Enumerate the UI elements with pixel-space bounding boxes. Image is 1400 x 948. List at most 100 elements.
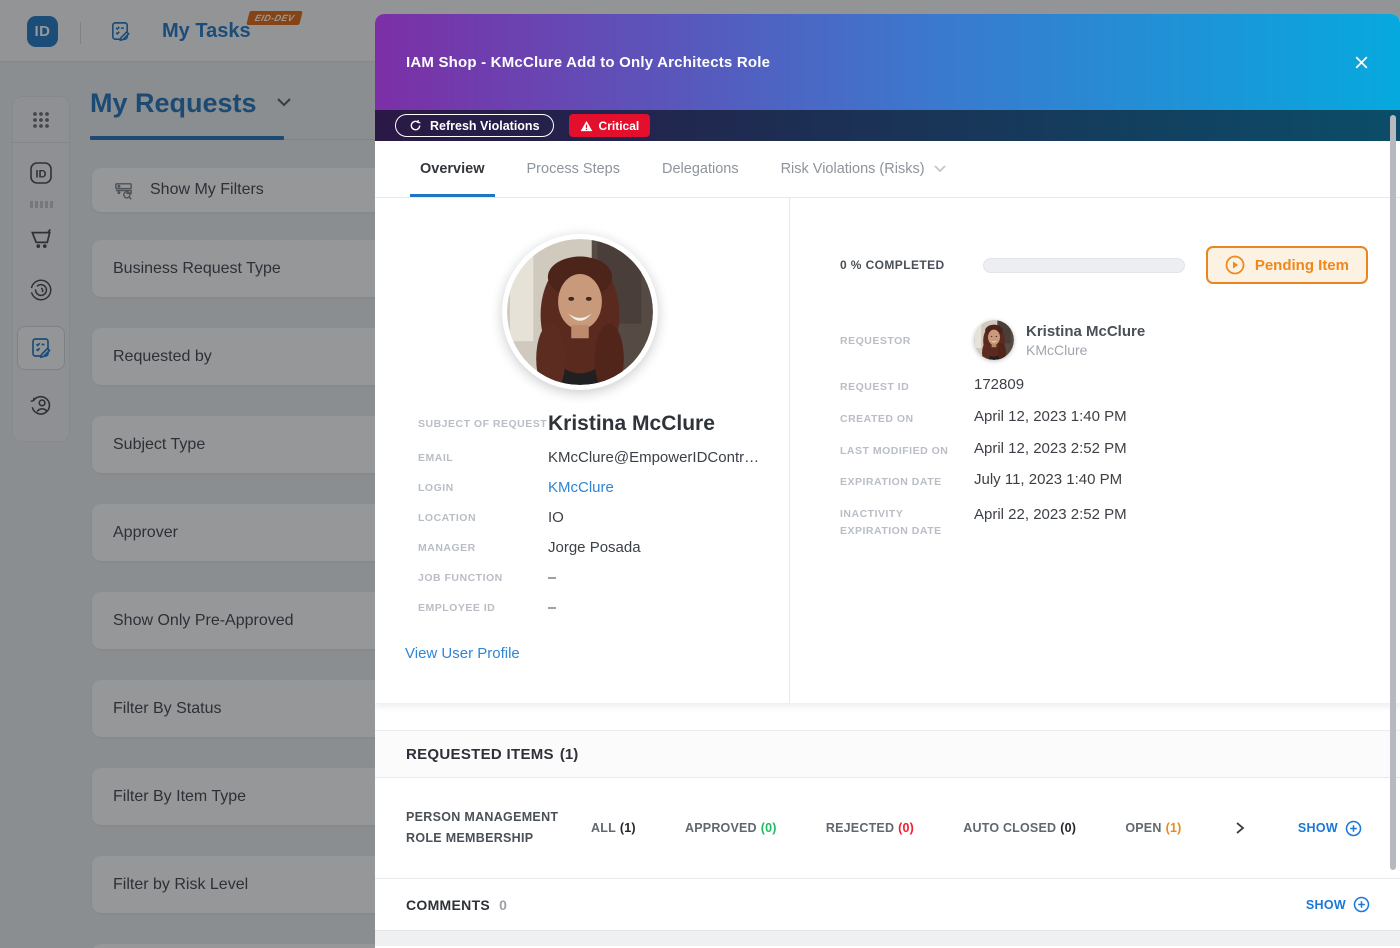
field-label: REQUESTOR	[840, 335, 911, 348]
requestor-avatar[interactable]	[974, 320, 1014, 360]
location-value: IO	[548, 509, 564, 526]
show-my-filters-label: Show My Filters	[150, 181, 264, 198]
field-label: JOB FUNCTION	[418, 571, 503, 584]
show-label: SHOW	[1305, 897, 1346, 912]
plus-circle-icon	[1345, 820, 1362, 837]
job-function-value: –	[548, 569, 557, 586]
comments-count: 0	[499, 896, 507, 913]
left-icon-rail: ID	[12, 96, 70, 442]
app-launcher-icon[interactable]	[13, 97, 69, 143]
stat-count: (0)	[760, 821, 777, 835]
stat-label: OPEN	[1125, 821, 1162, 835]
tab-delegations[interactable]: Delegations	[662, 161, 739, 177]
user-history-icon[interactable]	[17, 382, 65, 426]
filter-label: Business Request Type	[113, 259, 281, 277]
filter-label: Filter by Risk Level	[113, 875, 249, 893]
filter-label: Filter By Item Type	[113, 787, 247, 805]
tab-active-underline	[410, 194, 495, 197]
detail-row: INACTIVITY EXPIRATION DATE April 22, 202…	[840, 503, 1400, 540]
stat-approved[interactable]: APPROVED (0)	[685, 821, 777, 835]
page-title-chevron-icon[interactable]	[275, 95, 293, 113]
field-label: EMPLOYEE ID	[418, 601, 496, 614]
tab-overview[interactable]: Overview	[420, 161, 485, 177]
next-section-strip	[375, 930, 1400, 946]
subject-row: LOGIN KMcClure	[418, 479, 789, 496]
pending-item-button[interactable]: Pending Item	[1205, 246, 1368, 284]
show-items-button[interactable]: SHOW	[1298, 820, 1362, 837]
pending-item-label: Pending Item	[1254, 256, 1349, 274]
field-label: EMAIL	[418, 451, 454, 464]
subject-column: SUBJECT OF REQUEST Kristina McClure EMAI…	[375, 198, 790, 703]
stat-all[interactable]: ALL (1)	[591, 821, 636, 835]
stat-label: REJECTED	[825, 821, 895, 835]
my-tasks-icon[interactable]	[109, 20, 132, 48]
completed-label: 0 % COMPLETED	[840, 258, 945, 272]
overview-panel: SUBJECT OF REQUEST Kristina McClure EMAI…	[375, 198, 1400, 703]
filters-icon	[113, 180, 134, 201]
tab-risk-violations[interactable]: Risk Violations (Risks)	[781, 161, 947, 177]
requested-item-row: PERSON MANAGEMENT ROLE MEMBERSHIP ALL (1)…	[375, 778, 1400, 878]
field-label: CREATED ON	[840, 412, 914, 425]
modal-toolbar: Refresh Violations Critical	[375, 110, 1400, 141]
tab-process-steps[interactable]: Process Steps	[526, 161, 621, 177]
requestor-row: REQUESTOR Kristina McClure KMcClure	[840, 320, 1400, 360]
filter-label: Subject Type	[113, 435, 206, 453]
chevron-right-icon[interactable]	[1231, 821, 1249, 835]
show-label: SHOW	[1297, 821, 1338, 835]
stat-auto-closed[interactable]: AUTO CLOSED (0)	[963, 821, 1076, 835]
detail-row: REQUEST ID 172809	[840, 376, 1400, 396]
id-badge-icon[interactable]: ID	[17, 151, 65, 195]
modal-tabs: Overview Process Steps Delegations Risk …	[375, 141, 1400, 198]
requested-items-count: (1)	[559, 745, 579, 763]
comments-section: COMMENTS 0 SHOW	[375, 878, 1400, 930]
stat-count: (0)	[898, 821, 915, 835]
filter-label: Requested by	[113, 347, 212, 365]
subject-row: LOCATION IO	[418, 509, 789, 526]
subject-row: EMPLOYEE ID –	[418, 599, 789, 616]
empowerid-logo[interactable]: ID	[27, 16, 58, 47]
page-title: My Requests	[90, 88, 257, 118]
stat-label: AUTO CLOSED	[963, 821, 1057, 835]
modal-scrollbar[interactable]	[1390, 115, 1396, 870]
rail-label	[29, 201, 53, 208]
subject-row: MANAGER Jorge Posada	[418, 539, 789, 556]
field-label: LAST MODIFIED ON	[840, 444, 949, 457]
requestor-name: Kristina McClure	[1026, 322, 1146, 340]
warning-icon	[580, 120, 593, 132]
my-tasks-rail-icon[interactable]	[17, 326, 65, 370]
item-name: PERSON MANAGEMENT ROLE MEMBERSHIP	[406, 809, 559, 845]
email-value: KMcClure@EmpowerIDContra…	[548, 449, 763, 466]
login-link[interactable]: KMcClure	[548, 479, 614, 496]
manager-value: Jorge Posada	[548, 539, 641, 556]
filter-label: Approver	[113, 523, 178, 541]
inactivity-expiration-value: April 22, 2023 2:52 PM	[974, 506, 1127, 524]
stat-rejected[interactable]: REJECTED (0)	[826, 821, 914, 835]
stat-open[interactable]: OPEN (1)	[1125, 821, 1181, 835]
refresh-violations-button[interactable]: Refresh Violations	[395, 114, 554, 137]
field-label: MANAGER	[418, 541, 476, 554]
expiration-date-value: July 11, 2023 1:40 PM	[974, 471, 1123, 489]
show-comments-button[interactable]: SHOW	[1306, 896, 1370, 913]
fingerprint-icon[interactable]	[17, 268, 65, 312]
shop-cart-icon[interactable]	[17, 216, 65, 260]
filter-card-partial[interactable]	[92, 944, 652, 948]
stat-label: ALL	[591, 821, 616, 835]
nav-title[interactable]: My Tasks	[162, 20, 251, 42]
stat-count: (1)	[619, 821, 636, 835]
progress-bar	[983, 257, 1185, 273]
stat-label: APPROVED	[685, 821, 757, 835]
field-label: INACTIVITY EXPIRATION DATE	[840, 508, 942, 537]
requestor-login: KMcClure	[1026, 341, 1088, 358]
section-spacer	[375, 703, 1400, 730]
detail-row: EXPIRATION DATE July 11, 2023 1:40 PM	[840, 471, 1400, 491]
filter-label: Show Only Pre-Approved	[113, 611, 294, 629]
svg-text:ID: ID	[36, 169, 47, 181]
modal-header: IAM Shop - KMcClure Add to Only Architec…	[375, 14, 1400, 110]
view-user-profile-link[interactable]: View User Profile	[405, 645, 520, 662]
request-id-value: 172809	[974, 376, 1025, 393]
close-icon[interactable]	[1350, 51, 1372, 73]
field-label: LOCATION	[418, 511, 477, 524]
request-detail-modal: IAM Shop - KMcClure Add to Only Architec…	[375, 14, 1400, 948]
subject-photo	[502, 234, 658, 390]
